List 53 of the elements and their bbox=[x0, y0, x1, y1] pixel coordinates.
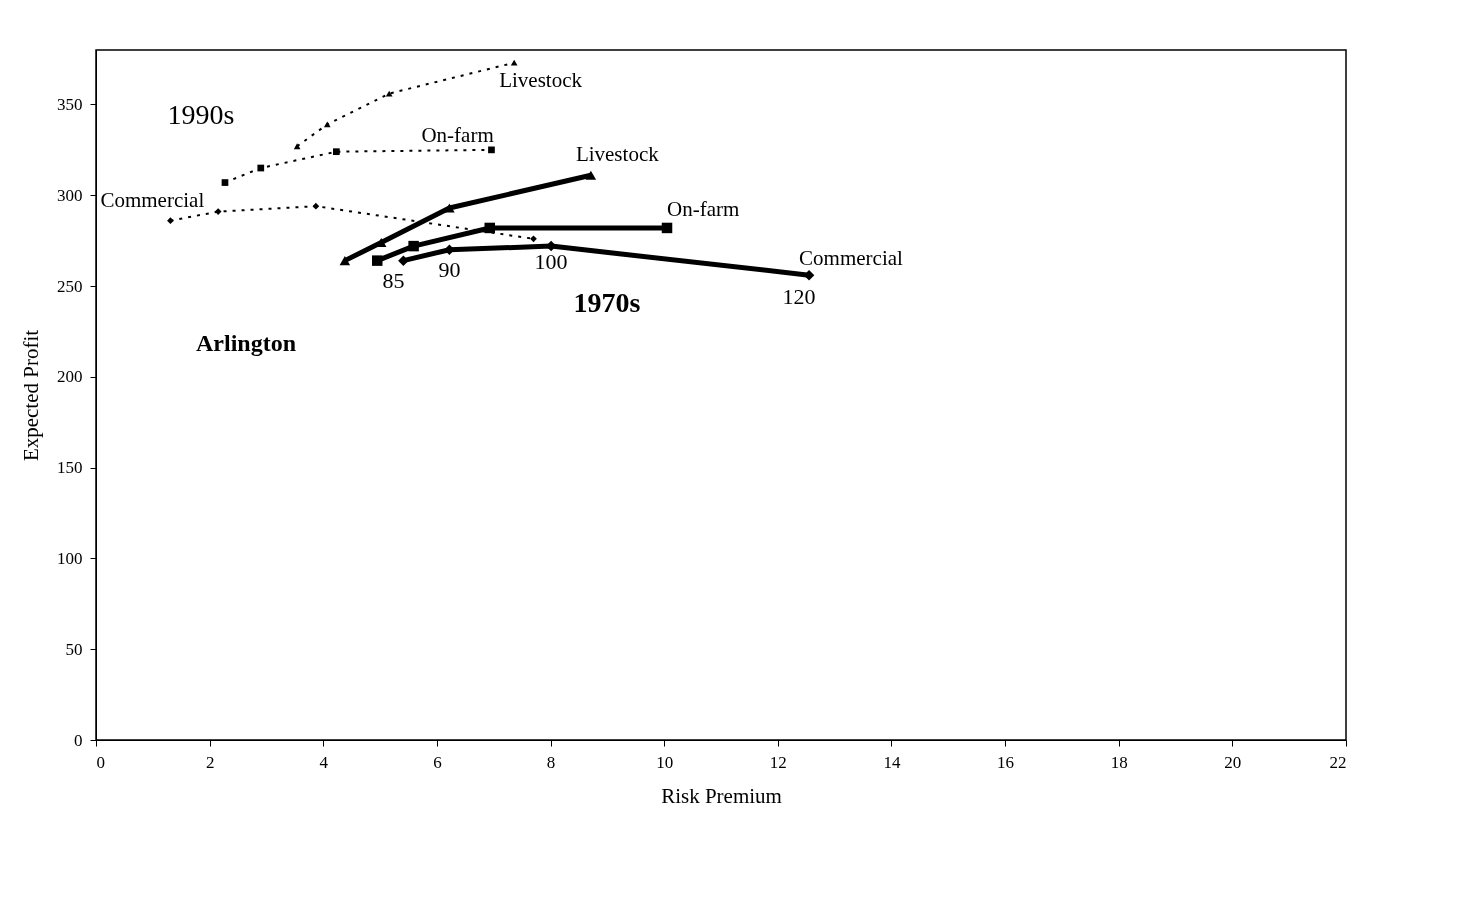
series-label: Livestock bbox=[575, 142, 660, 167]
annotation: 100 bbox=[534, 249, 568, 275]
series-label: Commercial bbox=[799, 246, 904, 271]
x-tick-label: 12 bbox=[769, 752, 787, 772]
series-label: On-farm bbox=[667, 196, 740, 221]
series-label: Livestock bbox=[499, 67, 583, 92]
y-tick-label: 0 bbox=[74, 730, 83, 750]
point bbox=[221, 179, 229, 186]
point bbox=[444, 203, 455, 213]
annotation: 1970s bbox=[573, 287, 641, 318]
annotation: 85 bbox=[382, 267, 405, 293]
x-tick-label: 6 bbox=[433, 752, 442, 772]
point bbox=[398, 255, 409, 266]
annotation: Arlington bbox=[195, 330, 297, 356]
point bbox=[214, 208, 222, 215]
y-tick-label: 250 bbox=[57, 276, 83, 296]
x-tick-label: 16 bbox=[997, 752, 1015, 772]
x-tick-label: 20 bbox=[1224, 752, 1242, 772]
y-tick-label: 100 bbox=[57, 548, 83, 568]
x-tick-label: 4 bbox=[319, 752, 329, 772]
annotation: 120 bbox=[782, 284, 816, 310]
x-tick-label: 10 bbox=[656, 752, 674, 772]
x-tick-label: 2 bbox=[205, 752, 215, 772]
x-tick-label: 8 bbox=[546, 752, 556, 772]
annotation: 1990s bbox=[167, 99, 235, 130]
y-tick-label: 50 bbox=[65, 639, 83, 659]
point bbox=[332, 148, 340, 156]
x-tick-label: 14 bbox=[883, 752, 901, 772]
series-label: On-farm bbox=[421, 122, 494, 147]
x-tick-label: 18 bbox=[1110, 752, 1128, 772]
x-tick-label: 0 bbox=[96, 752, 105, 772]
point bbox=[488, 146, 495, 154]
y-tick-label: 300 bbox=[57, 185, 83, 205]
point bbox=[530, 235, 537, 243]
point bbox=[293, 143, 301, 150]
annotation: 90 bbox=[438, 256, 461, 282]
y-tick-label: 200 bbox=[57, 367, 83, 387]
point bbox=[339, 256, 351, 266]
x-axis-title: Risk Premium bbox=[661, 783, 782, 808]
point bbox=[372, 255, 383, 266]
point bbox=[408, 240, 419, 252]
point bbox=[585, 170, 597, 180]
x-tick-label: 22 bbox=[1329, 752, 1347, 772]
y-tick-label: 350 bbox=[57, 94, 83, 114]
point bbox=[312, 202, 320, 210]
y-tick-label: 150 bbox=[57, 458, 83, 478]
series-label: Commercial bbox=[100, 187, 205, 212]
point bbox=[167, 217, 174, 225]
y-axis-title: Expected Profit bbox=[19, 329, 43, 462]
point bbox=[661, 222, 673, 234]
point bbox=[510, 59, 518, 66]
point bbox=[484, 222, 495, 234]
point bbox=[257, 164, 265, 172]
